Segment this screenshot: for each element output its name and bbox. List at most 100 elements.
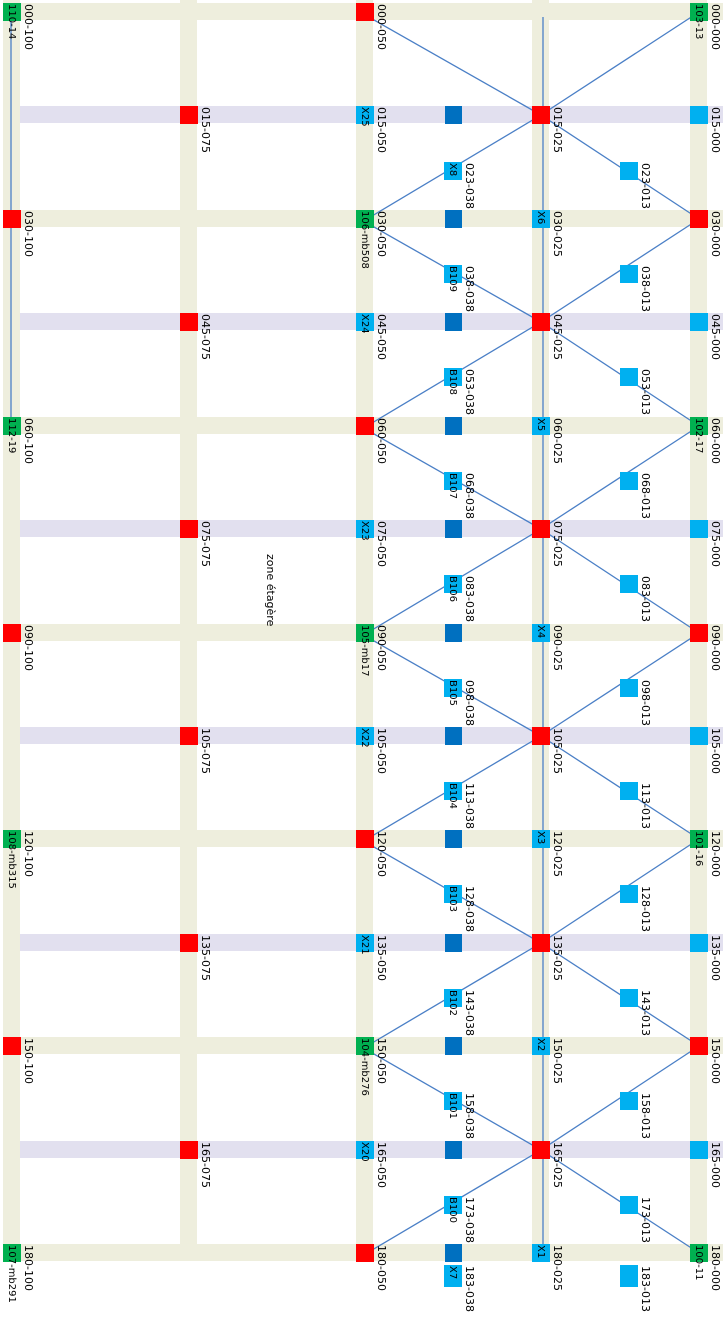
marker-label: X6 [535, 211, 546, 225]
marker-label: B106 [447, 576, 458, 602]
location-marker[interactable] [690, 727, 708, 745]
location-marker[interactable] [356, 417, 374, 435]
location-marker[interactable]: X23 [356, 520, 374, 541]
location-marker[interactable]: B103 [444, 885, 462, 912]
location-marker[interactable]: X5 [532, 417, 550, 435]
location-marker[interactable]: B109 [444, 265, 462, 292]
location-marker[interactable] [620, 782, 638, 800]
location-marker[interactable]: 100-11 [690, 1244, 708, 1280]
location-marker[interactable]: X3 [532, 830, 550, 848]
location-marker[interactable] [532, 1141, 550, 1159]
location-marker[interactable] [620, 575, 638, 593]
location-marker[interactable] [180, 727, 198, 745]
location-marker[interactable] [180, 1141, 198, 1159]
location-marker[interactable]: 105-mb17 [356, 624, 374, 677]
location-marker[interactable] [445, 106, 462, 124]
location-marker[interactable] [3, 1037, 21, 1055]
location-marker[interactable]: 106-mb508 [356, 210, 374, 269]
location-marker[interactable] [445, 210, 462, 228]
location-marker[interactable] [620, 368, 638, 386]
location-marker[interactable] [690, 210, 708, 228]
location-marker[interactable]: X25 [356, 106, 374, 127]
location-marker[interactable] [3, 210, 21, 228]
location-marker[interactable]: B101 [444, 1092, 462, 1119]
location-marker[interactable]: 101-16 [690, 830, 708, 866]
location-marker[interactable]: 103-13 [690, 3, 708, 39]
location-marker[interactable]: 104-mb276 [356, 1037, 374, 1096]
location-marker[interactable] [620, 885, 638, 903]
location-marker[interactable] [690, 1037, 708, 1055]
location-marker[interactable] [180, 313, 198, 331]
location-marker[interactable]: B102 [444, 989, 462, 1016]
location-marker[interactable] [690, 934, 708, 952]
location-marker[interactable] [356, 1244, 374, 1262]
location-marker[interactable] [620, 679, 638, 697]
location-code: 180-100 [22, 1245, 35, 1291]
marker-label: 112-19 [6, 418, 17, 454]
location-marker[interactable] [532, 934, 550, 952]
location-marker[interactable]: X22 [356, 727, 374, 748]
location-marker[interactable] [445, 624, 462, 642]
location-marker[interactable] [690, 106, 708, 124]
location-marker[interactable] [445, 830, 462, 848]
location-marker[interactable] [620, 1196, 638, 1214]
location-marker[interactable]: B100 [444, 1196, 462, 1223]
location-marker[interactable]: 110-14 [3, 3, 21, 39]
location-marker[interactable] [356, 3, 374, 21]
connection-line [366, 15, 542, 116]
location-code: 180-025 [551, 1245, 564, 1291]
location-marker[interactable] [620, 265, 638, 283]
marker-label: X21 [359, 935, 370, 955]
location-marker[interactable]: B106 [444, 575, 462, 602]
location-marker[interactable]: X7 [444, 1265, 462, 1287]
location-marker[interactable]: 107-mb291 [3, 1244, 21, 1303]
location-marker[interactable] [620, 1092, 638, 1110]
location-marker[interactable]: X24 [356, 313, 374, 334]
location-marker[interactable] [445, 417, 462, 435]
location-marker[interactable] [445, 1244, 462, 1262]
location-marker[interactable] [532, 520, 550, 538]
location-code: 083-013 [639, 576, 652, 622]
location-marker[interactable]: 112-19 [3, 417, 21, 453]
location-marker[interactable] [445, 1037, 462, 1055]
location-marker[interactable]: B104 [444, 782, 462, 809]
location-code: 083-038 [463, 576, 476, 622]
location-marker[interactable] [620, 472, 638, 490]
location-marker[interactable]: B105 [444, 679, 462, 706]
location-marker[interactable] [445, 1141, 462, 1159]
location-code: 045-000 [709, 314, 722, 360]
location-marker[interactable] [180, 520, 198, 538]
location-marker[interactable] [690, 624, 708, 642]
location-marker[interactable] [690, 1141, 708, 1159]
location-marker[interactable] [445, 727, 462, 745]
location-marker[interactable] [620, 162, 638, 180]
location-marker[interactable]: X6 [532, 210, 550, 228]
location-marker[interactable] [3, 624, 21, 642]
location-code: 128-038 [463, 886, 476, 932]
location-marker[interactable] [690, 520, 708, 538]
location-marker[interactable] [532, 727, 550, 745]
location-marker[interactable] [620, 989, 638, 1007]
location-marker[interactable]: X20 [356, 1141, 374, 1162]
location-marker[interactable]: X4 [532, 624, 550, 642]
location-code: 173-013 [639, 1197, 652, 1243]
location-marker[interactable] [180, 106, 198, 124]
location-marker[interactable] [620, 1265, 638, 1287]
location-marker[interactable] [690, 313, 708, 331]
location-marker[interactable] [532, 313, 550, 331]
location-marker[interactable] [532, 106, 550, 124]
location-marker[interactable]: B108 [444, 368, 462, 395]
location-marker[interactable] [445, 520, 462, 538]
location-marker[interactable]: X1 [532, 1244, 550, 1262]
location-marker[interactable]: 108-mb315 [3, 830, 21, 889]
location-marker[interactable] [356, 830, 374, 848]
location-marker[interactable]: X21 [356, 934, 374, 955]
location-marker[interactable] [180, 934, 198, 952]
location-marker[interactable] [445, 934, 462, 952]
location-marker[interactable]: 102-17 [690, 417, 708, 453]
location-code: 120-025 [551, 831, 564, 877]
location-marker[interactable]: X8 [444, 162, 462, 180]
location-marker[interactable] [445, 313, 462, 331]
location-marker[interactable]: X2 [532, 1037, 550, 1055]
location-marker[interactable]: B107 [444, 472, 462, 499]
